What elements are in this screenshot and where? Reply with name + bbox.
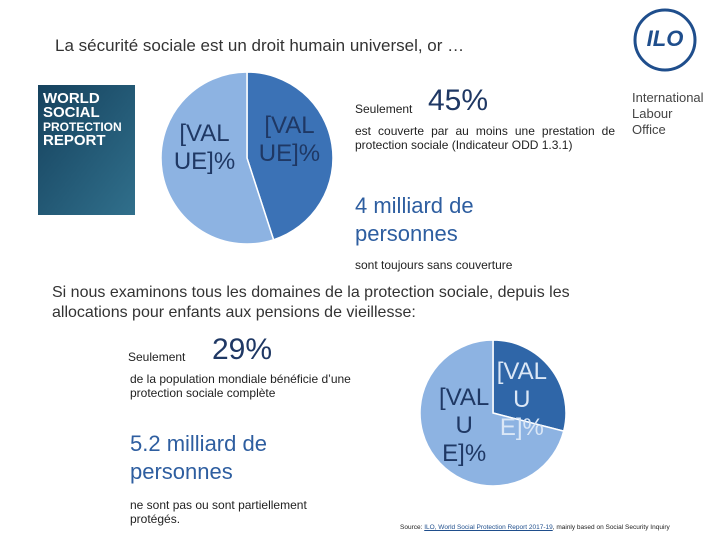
source-prefix: Source:: [400, 524, 425, 531]
cover-line: REPORT: [43, 132, 106, 149]
stat-note: ne sont pas ou sont partiellement protég…: [130, 498, 307, 526]
cover-line: PROTECTION: [43, 120, 122, 134]
pie-slice: [419, 339, 565, 487]
stat-note: sont toujours sans couverture: [355, 258, 513, 272]
stat-prefix: Seulement: [355, 102, 413, 116]
stat-description: est couverte par au moins une prestation…: [355, 124, 615, 152]
cover-shade: [38, 85, 135, 215]
stat-prefix: Seulement: [128, 350, 186, 364]
logo-line: Labour: [632, 106, 673, 121]
cover-line: WORLD: [43, 90, 100, 107]
logo-emblem: ILO: [646, 26, 684, 51]
source-suffix: , mainly based on Social Security Inquir…: [552, 524, 670, 531]
logo-line: International: [632, 90, 704, 105]
pie-label: [VALUE]%: [173, 120, 236, 176]
pie-label: [VALUE]%: [258, 111, 321, 167]
title: La sécurité sociale est un droit humain …: [55, 36, 465, 55]
pie-label: [VALUE]%: [496, 357, 547, 441]
pie-slice: [160, 71, 275, 245]
pie-label: [VALUE]%: [439, 384, 490, 468]
pie-slice: [246, 71, 334, 241]
stat-count: 4 milliard de personnes: [355, 193, 474, 246]
pie-slice: [492, 339, 567, 433]
logo-ring: [633, 8, 697, 72]
cover-line: SOCIAL: [43, 104, 100, 121]
source-link[interactable]: ILO, World Social Protection Report 2017…: [424, 524, 553, 531]
stat-figure: 29%: [212, 333, 273, 366]
logo-line: Office: [632, 122, 666, 137]
stat-description: de la population mondiale bénéficie d’un…: [130, 372, 351, 400]
stat-figure: 45%: [428, 84, 489, 117]
intro: Si nous examinons tous les domaines de l…: [52, 284, 570, 321]
stat-count: 5.2 milliard de personnes: [130, 431, 267, 484]
